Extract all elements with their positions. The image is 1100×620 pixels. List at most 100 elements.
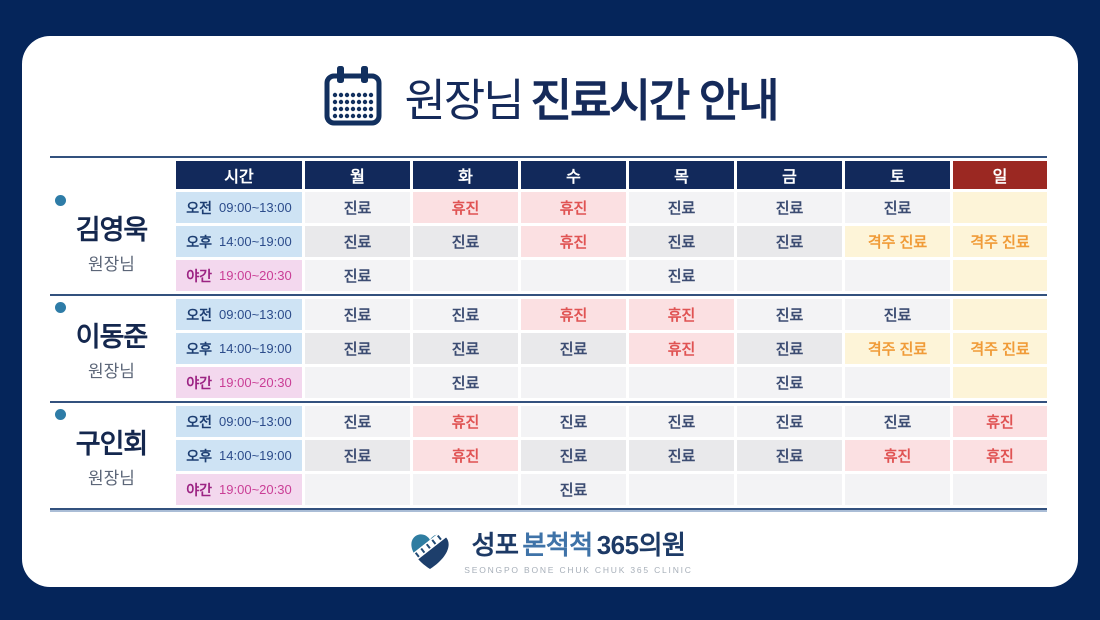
time-cell: 야간 19:00~20:30 xyxy=(176,260,302,291)
schedule-cell: 진료 xyxy=(305,440,410,471)
doctor-name: 김영욱 xyxy=(75,215,149,245)
schedule-cell: 진료 xyxy=(737,440,842,471)
schedule-cell: 진료 xyxy=(413,299,518,330)
schedule-cell: 휴진 xyxy=(953,406,1047,437)
schedule-cell: 진료 xyxy=(305,260,410,291)
schedule-cell: 진료 xyxy=(305,192,410,223)
group-separator xyxy=(50,401,1047,403)
clinic-name-part2: 본척척 xyxy=(522,530,593,560)
time-cell: 오전 09:00~13:00 xyxy=(176,406,302,437)
time-range-label: 09:00~13:00 xyxy=(219,200,292,215)
schedule-cell: 진료 xyxy=(845,299,950,330)
time-period-label: 야간 xyxy=(186,374,213,391)
schedule-cell: 진료 xyxy=(521,474,626,505)
schedule-cell: 진료 xyxy=(737,192,842,223)
time-cell: 야간 19:00~20:30 xyxy=(176,474,302,505)
time-period-label: 오전 xyxy=(186,199,213,216)
schedule-cell: 격주 진료 xyxy=(845,226,950,257)
schedule-cell: 진료 xyxy=(413,333,518,364)
schedule-cell: 진료 xyxy=(629,226,734,257)
time-column-header: 시간 xyxy=(176,161,302,189)
schedule-cell xyxy=(845,367,950,398)
schedule-cell xyxy=(305,367,410,398)
schedule-cell: 휴진 xyxy=(413,192,518,223)
doctor-title: 원장님 xyxy=(88,255,135,274)
schedule-cell: 휴진 xyxy=(521,226,626,257)
schedule-card: 원장님 진료시간 안내 시간 월 화 수 목 금 토 일 김영욱 원장님 오전 09:00~13:00 진… xyxy=(22,36,1078,587)
schedule-cell: 휴진 xyxy=(629,333,734,364)
clinic-name-part1: 성포 xyxy=(471,530,519,560)
time-range-label: 09:00~13:00 xyxy=(219,414,292,429)
doctor-group-3: 구인회 원장님 오전 09:00~13:00 진료 휴진 진료 진료 진료 진료 휴진 오후 14:00… xyxy=(50,406,1047,505)
time-period-label: 야간 xyxy=(186,481,213,498)
schedule-cell: 휴진 xyxy=(413,406,518,437)
time-range-label: 19:00~20:30 xyxy=(219,482,292,497)
calendar-dots xyxy=(333,92,374,119)
doctor-name: 구인회 xyxy=(75,429,149,459)
time-cell: 오전 09:00~13:00 xyxy=(176,299,302,330)
day-header-7: 일 xyxy=(953,161,1047,189)
bullet-icon xyxy=(55,195,66,206)
schedule-cell xyxy=(953,299,1047,330)
schedule-cell: 휴진 xyxy=(521,299,626,330)
doctor-title: 원장님 xyxy=(88,362,135,381)
schedule-cell: 진료 xyxy=(413,367,518,398)
doctor-group-2: 이동준 원장님 오전 09:00~13:00 진료 진료 휴진 휴진 진료 진료 오후 14:00~1… xyxy=(50,299,1047,398)
time-period-label: 야간 xyxy=(186,267,213,284)
time-period-label: 오후 xyxy=(186,340,213,357)
schedule-cell xyxy=(521,260,626,291)
schedule-cell: 휴진 xyxy=(629,299,734,330)
schedule-cell xyxy=(845,474,950,505)
calendar-icon xyxy=(324,66,382,126)
schedule-cell: 휴진 xyxy=(521,192,626,223)
time-range-label: 14:00~19:00 xyxy=(219,341,292,356)
schedule-cell: 진료 xyxy=(737,367,842,398)
schedule-cell: 진료 xyxy=(521,406,626,437)
schedule-cell: 진료 xyxy=(845,192,950,223)
schedule-cell xyxy=(413,260,518,291)
heart-spine-logo-icon xyxy=(411,534,449,569)
schedule-cell: 휴진 xyxy=(413,440,518,471)
schedule-cell: 격주 진료 xyxy=(953,226,1047,257)
bullet-icon xyxy=(55,409,66,420)
time-cell: 오후 14:00~19:00 xyxy=(176,333,302,364)
clinic-subtitle: SEONGPO BONE CHUK CHUK 365 CLINIC xyxy=(464,565,693,575)
schedule-cell: 진료 xyxy=(845,406,950,437)
schedule-cell: 진료 xyxy=(629,406,734,437)
schedule-cell xyxy=(737,474,842,505)
title-prefix: 원장님 xyxy=(404,74,524,126)
schedule-cell xyxy=(305,474,410,505)
time-cell: 오후 14:00~19:00 xyxy=(176,440,302,471)
time-cell: 오전 09:00~13:00 xyxy=(176,192,302,223)
schedule-cell: 진료 xyxy=(629,192,734,223)
table-bottom-line xyxy=(50,508,1047,510)
clinic-logo-text: 성포 본척척 365의원 SEONGPO BONE CHUK CHUK 365 CL… xyxy=(464,525,693,575)
schedule-cell xyxy=(953,367,1047,398)
schedule-cell xyxy=(521,367,626,398)
time-period-label: 오전 xyxy=(186,306,213,323)
bullet-icon xyxy=(55,302,66,313)
schedule-cell: 진료 xyxy=(521,333,626,364)
doctor-name-cell: 이동준 원장님 xyxy=(50,299,173,398)
schedule-cell: 진료 xyxy=(737,333,842,364)
schedule-cell: 진료 xyxy=(737,406,842,437)
time-cell: 오후 14:00~19:00 xyxy=(176,226,302,257)
doctor-title: 원장님 xyxy=(88,469,135,488)
schedule-cell: 진료 xyxy=(413,226,518,257)
table-top-line xyxy=(50,156,1047,158)
time-period-label: 오전 xyxy=(186,413,213,430)
schedule-cell xyxy=(953,474,1047,505)
schedule-cell xyxy=(629,474,734,505)
schedule-table: 시간 월 화 수 목 금 토 일 김영욱 원장님 오전 09:00~13:00 진료 휴진 휴진 진료 진료 진료… xyxy=(50,156,1047,510)
schedule-cell: 휴진 xyxy=(845,440,950,471)
schedule-cell: 진료 xyxy=(305,226,410,257)
day-header-1: 월 xyxy=(305,161,410,189)
schedule-cell: 진료 xyxy=(737,299,842,330)
time-range-label: 14:00~19:00 xyxy=(219,448,292,463)
time-range-label: 19:00~20:30 xyxy=(219,375,292,390)
time-range-label: 19:00~20:30 xyxy=(219,268,292,283)
day-header-3: 수 xyxy=(521,161,626,189)
schedule-cell: 진료 xyxy=(305,406,410,437)
